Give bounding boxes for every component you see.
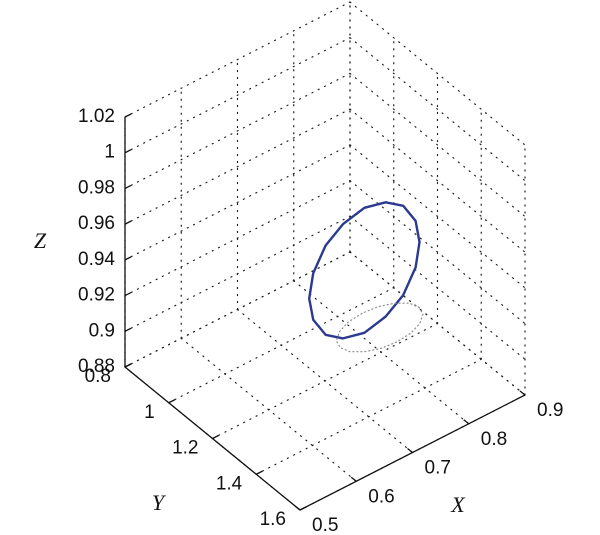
grid-line [124, 108, 351, 225]
z-tick-label: 1.02 [78, 106, 115, 127]
x-tick-label: 0.8 [481, 429, 507, 450]
tick-mark [168, 399, 176, 404]
grid-line [124, 37, 351, 154]
tick-mark [255, 470, 263, 475]
y-tick-label: 1 [144, 402, 155, 423]
z-tick-label: 0.88 [78, 356, 115, 377]
tick-mark [350, 476, 357, 482]
grid-line [349, 37, 526, 182]
tick-mark [124, 256, 132, 261]
z-tick-label: 0.9 [89, 320, 115, 341]
grid-line [124, 251, 351, 368]
x-tick-label: 0.5 [312, 515, 338, 535]
grid-line [124, 144, 351, 261]
x-tick-label: 0.6 [368, 486, 394, 507]
grid-line [124, 179, 351, 297]
y-axis-label: Y [152, 490, 167, 515]
z-tick-label: 1 [104, 142, 115, 163]
tick-mark [463, 419, 470, 425]
z-axis-label: Z [34, 228, 47, 253]
grid-line [124, 72, 351, 190]
grid-line [349, 1, 526, 146]
series-line [335, 302, 424, 353]
grid-line [349, 215, 526, 360]
tick-mark [124, 149, 132, 154]
tick-mark [124, 113, 132, 118]
tick-mark [124, 184, 132, 190]
tick-mark [212, 434, 219, 440]
y-tick-label: 1.6 [260, 509, 286, 530]
series-line [308, 201, 421, 340]
tick-mark [294, 505, 301, 511]
tick-mark [407, 447, 413, 454]
y-tick-label: 1.4 [216, 473, 243, 494]
z-tick-label: 0.94 [78, 249, 115, 270]
tick-mark [124, 220, 132, 225]
grid-line [349, 108, 526, 253]
y-tick-label: 1.2 [172, 438, 198, 459]
x-axis-label: X [450, 492, 466, 517]
grid-line [349, 72, 526, 218]
grid-line [349, 179, 526, 325]
grid-line [349, 144, 526, 289]
tick-mark [124, 363, 132, 368]
grid-line [255, 358, 482, 475]
z-tick-label: 0.98 [78, 177, 115, 198]
x-tick-label: 0.7 [425, 458, 451, 479]
grid-line [211, 322, 439, 440]
tick-mark [124, 327, 132, 332]
x-tick-label: 0.9 [537, 400, 563, 421]
grid-line [124, 215, 351, 332]
grid-line [168, 287, 395, 404]
tick-mark [124, 291, 132, 297]
y-tick-label: 0.8 [85, 366, 111, 387]
z-tick-label: 0.96 [78, 213, 115, 234]
grid-line [124, 1, 351, 118]
tick-mark [299, 506, 307, 511]
z-tick-label: 0.92 [78, 285, 115, 306]
grid-line [349, 251, 526, 396]
tick-mark [519, 390, 526, 396]
